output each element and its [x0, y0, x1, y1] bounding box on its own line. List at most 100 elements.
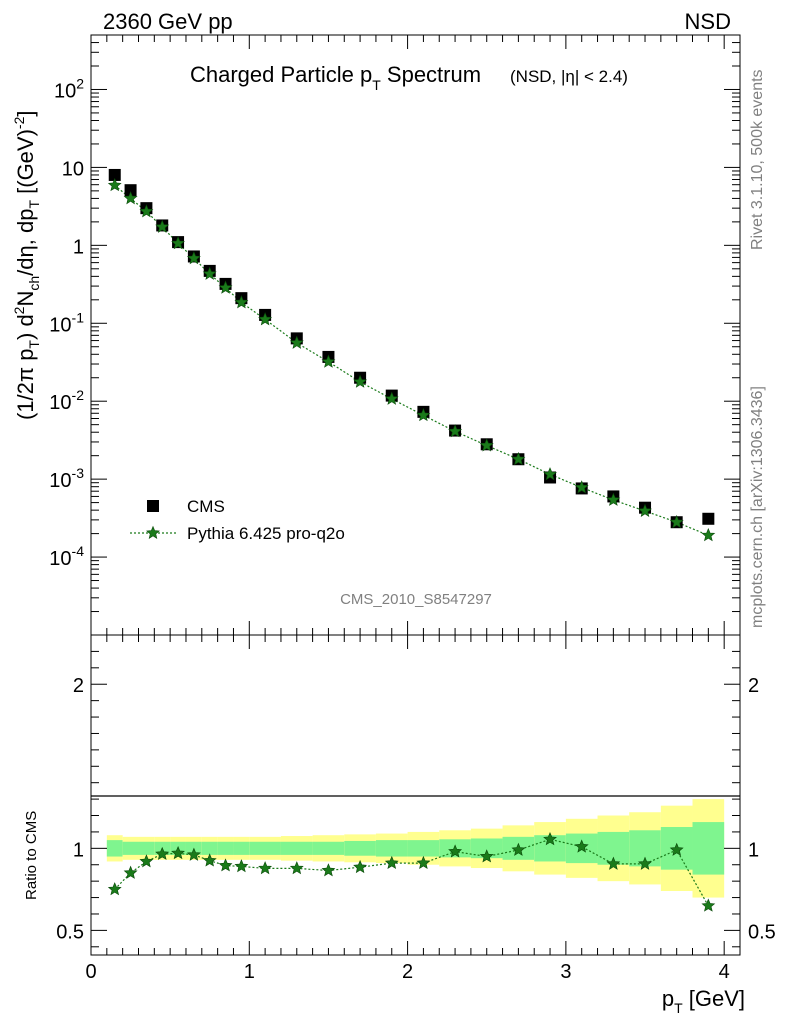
ratio-data-point [669, 842, 684, 856]
ratio-band-inner [217, 841, 234, 855]
ratio-data-point [384, 855, 399, 870]
mc-data-point [107, 178, 122, 192]
ratio-y-tick-label: 1 [73, 839, 84, 861]
main-frame [90, 34, 741, 636]
mc-data-point [638, 503, 652, 517]
mc-data-point [669, 514, 684, 529]
ratio-data-point [155, 846, 170, 860]
mc-data-point [218, 280, 233, 294]
ratio-y-tick-label: 2 [73, 675, 84, 697]
ratio-data-point [511, 842, 526, 856]
x-tick-label: 2 [402, 961, 413, 983]
header-energy-label: 2360 GeV pp [103, 9, 233, 34]
mc-data-point [186, 251, 201, 265]
main-y-tick-label: 10-4 [49, 543, 84, 570]
mc-data-point [234, 295, 249, 309]
mc-data-point [155, 219, 170, 233]
mc-data-point [543, 467, 557, 481]
ratio-band-inner [344, 840, 376, 856]
ratio-data-point [289, 861, 304, 875]
x-axis-label: pT [GeV] [662, 986, 745, 1016]
mc-data-point [511, 451, 526, 466]
main-y-tick-label: 1 [73, 236, 84, 258]
mc-data-point [701, 528, 716, 542]
main-y-tick-label: 10-3 [49, 465, 84, 492]
ratio-data-point [353, 859, 368, 874]
ratio-y-tick-label-right: 0.5 [748, 921, 776, 943]
ratio-y-axis-label: Ratio to CMS [23, 811, 40, 900]
main-y-tick-label: 10 [62, 158, 84, 180]
cms-data-point [702, 512, 715, 525]
cms-data-point [108, 168, 121, 181]
ratio-data-point [543, 832, 557, 846]
mc-data-point [606, 492, 621, 506]
mc-data-point [123, 191, 138, 205]
main-y-tick-label: 102 [54, 75, 84, 102]
ratio-y-tick-label-right: 2 [748, 675, 759, 697]
main-y-tick-label: 10-2 [49, 387, 84, 414]
legend: CMS Pythia 6.425 pro-q2o [130, 497, 345, 543]
x-tick-label: 3 [560, 961, 571, 983]
ratio-data-point [139, 854, 154, 868]
ratio-data-point [107, 882, 122, 896]
main-y-tick-label: 10-1 [49, 309, 84, 336]
mc-data-point [448, 424, 463, 438]
ratio-band-inner [122, 841, 139, 855]
chart-title: Charged Particle pT Spectrum [190, 62, 481, 93]
ratio-y-tick-label-right: 1 [748, 839, 759, 861]
header-process-label: NSD [685, 9, 731, 34]
legend-mc-marker [146, 525, 160, 539]
mcplots-label: mcplots.cern.ch [arXiv:1306.3436] [749, 386, 766, 628]
ratio-panel: 0.5 0.5 1 1 2 2 Ratio to CMS [23, 634, 776, 956]
ratio-data-point [258, 861, 273, 875]
rivet-version-label: Rivet 3.1.10, 500k events [749, 69, 766, 250]
ratio-data-point [186, 847, 201, 861]
mc-data-point [479, 438, 494, 452]
main-panel: 10-4 10-3 10-2 10-1 1 10 102 Charged Particle … [11, 34, 741, 636]
mc-data-point [353, 374, 368, 388]
ratio-band-inner [312, 841, 345, 855]
ratio-data-point [416, 855, 431, 870]
main-y-axis-label: (1/2π pT) d2Nch/dη, dpT [(GeV)-2] [11, 111, 42, 421]
ratio-band-inner [106, 840, 123, 857]
mc-line [114, 184, 709, 536]
x-tick-label: 1 [244, 961, 255, 983]
ratio-data-point [574, 839, 589, 853]
ratio-data-point [448, 844, 463, 858]
mc-data-point [574, 480, 589, 494]
ratio-data-point [321, 863, 336, 877]
ratio-band-inner [280, 841, 313, 855]
legend-mc-label: Pythia 6.425 pro-q2o [187, 524, 345, 543]
ratio-band-inner [233, 841, 250, 855]
ratio-band-inner [249, 841, 281, 855]
ratio-data-point [638, 856, 652, 870]
mc-data-point [289, 335, 304, 349]
ratio-y-tick-label: 0.5 [56, 921, 84, 943]
mc-data-point [139, 204, 154, 218]
ratio-data-point [606, 856, 621, 870]
ratio-data-point [701, 898, 716, 912]
ratio-frame [90, 634, 741, 956]
ratio-data-point [171, 846, 185, 860]
analysis-id-label: CMS_2010_S8547297 [340, 591, 492, 608]
cms-data-point [124, 184, 137, 197]
ratio-band-inner [407, 840, 440, 857]
ratio-band-inner [470, 838, 503, 859]
mc-data-point [171, 236, 185, 250]
ratio-data-point [123, 865, 138, 879]
legend-data-label: CMS [187, 497, 225, 516]
ratio-band-inner [375, 840, 408, 857]
x-tick-label: 4 [719, 961, 730, 983]
ratio-data-point [202, 853, 217, 867]
ratio-band-inner [201, 841, 218, 855]
ratio-data-point [218, 858, 233, 872]
ratio-data-point [234, 859, 249, 873]
mc-data-point [321, 354, 336, 368]
x-tick-label: 0 [85, 961, 96, 983]
chart-title-selection: (NSD, |η| < 2.4) [510, 67, 628, 86]
ratio-band-inner [692, 822, 725, 875]
mc-data-point [416, 408, 431, 422]
mc-data-point [202, 266, 217, 280]
mc-data-point [258, 312, 273, 326]
